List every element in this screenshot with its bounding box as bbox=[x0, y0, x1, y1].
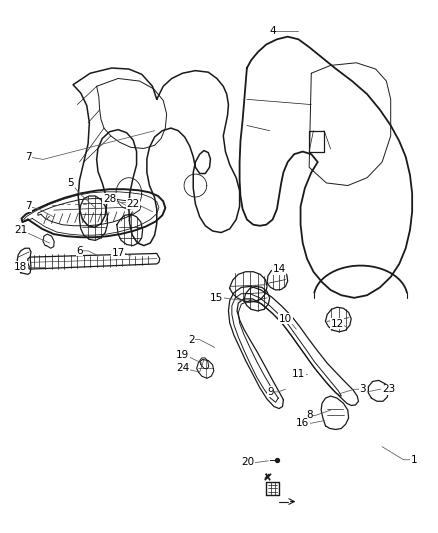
Text: 9: 9 bbox=[267, 387, 274, 397]
Text: 11: 11 bbox=[292, 369, 305, 378]
Text: 22: 22 bbox=[127, 199, 140, 209]
Text: 6: 6 bbox=[76, 246, 83, 256]
Text: 12: 12 bbox=[330, 319, 344, 329]
Text: 15: 15 bbox=[210, 293, 223, 303]
Text: 4: 4 bbox=[269, 27, 276, 36]
Point bbox=[273, 456, 280, 464]
Text: 18: 18 bbox=[14, 262, 27, 271]
Text: 8: 8 bbox=[306, 410, 312, 421]
Text: 7: 7 bbox=[25, 152, 31, 162]
Text: 17: 17 bbox=[112, 248, 125, 259]
Text: 2: 2 bbox=[188, 335, 194, 345]
Text: 19: 19 bbox=[176, 350, 189, 360]
Text: 7: 7 bbox=[25, 201, 31, 212]
Text: 20: 20 bbox=[242, 457, 255, 467]
Text: 14: 14 bbox=[272, 264, 286, 274]
Text: 1: 1 bbox=[411, 455, 417, 465]
Text: 10: 10 bbox=[279, 314, 292, 324]
Text: 28: 28 bbox=[103, 193, 116, 204]
Text: 5: 5 bbox=[67, 178, 74, 188]
Text: 16: 16 bbox=[296, 418, 309, 428]
Text: 21: 21 bbox=[14, 225, 27, 235]
Text: 3: 3 bbox=[360, 384, 366, 394]
Text: 24: 24 bbox=[176, 364, 189, 373]
Text: 23: 23 bbox=[382, 384, 395, 394]
